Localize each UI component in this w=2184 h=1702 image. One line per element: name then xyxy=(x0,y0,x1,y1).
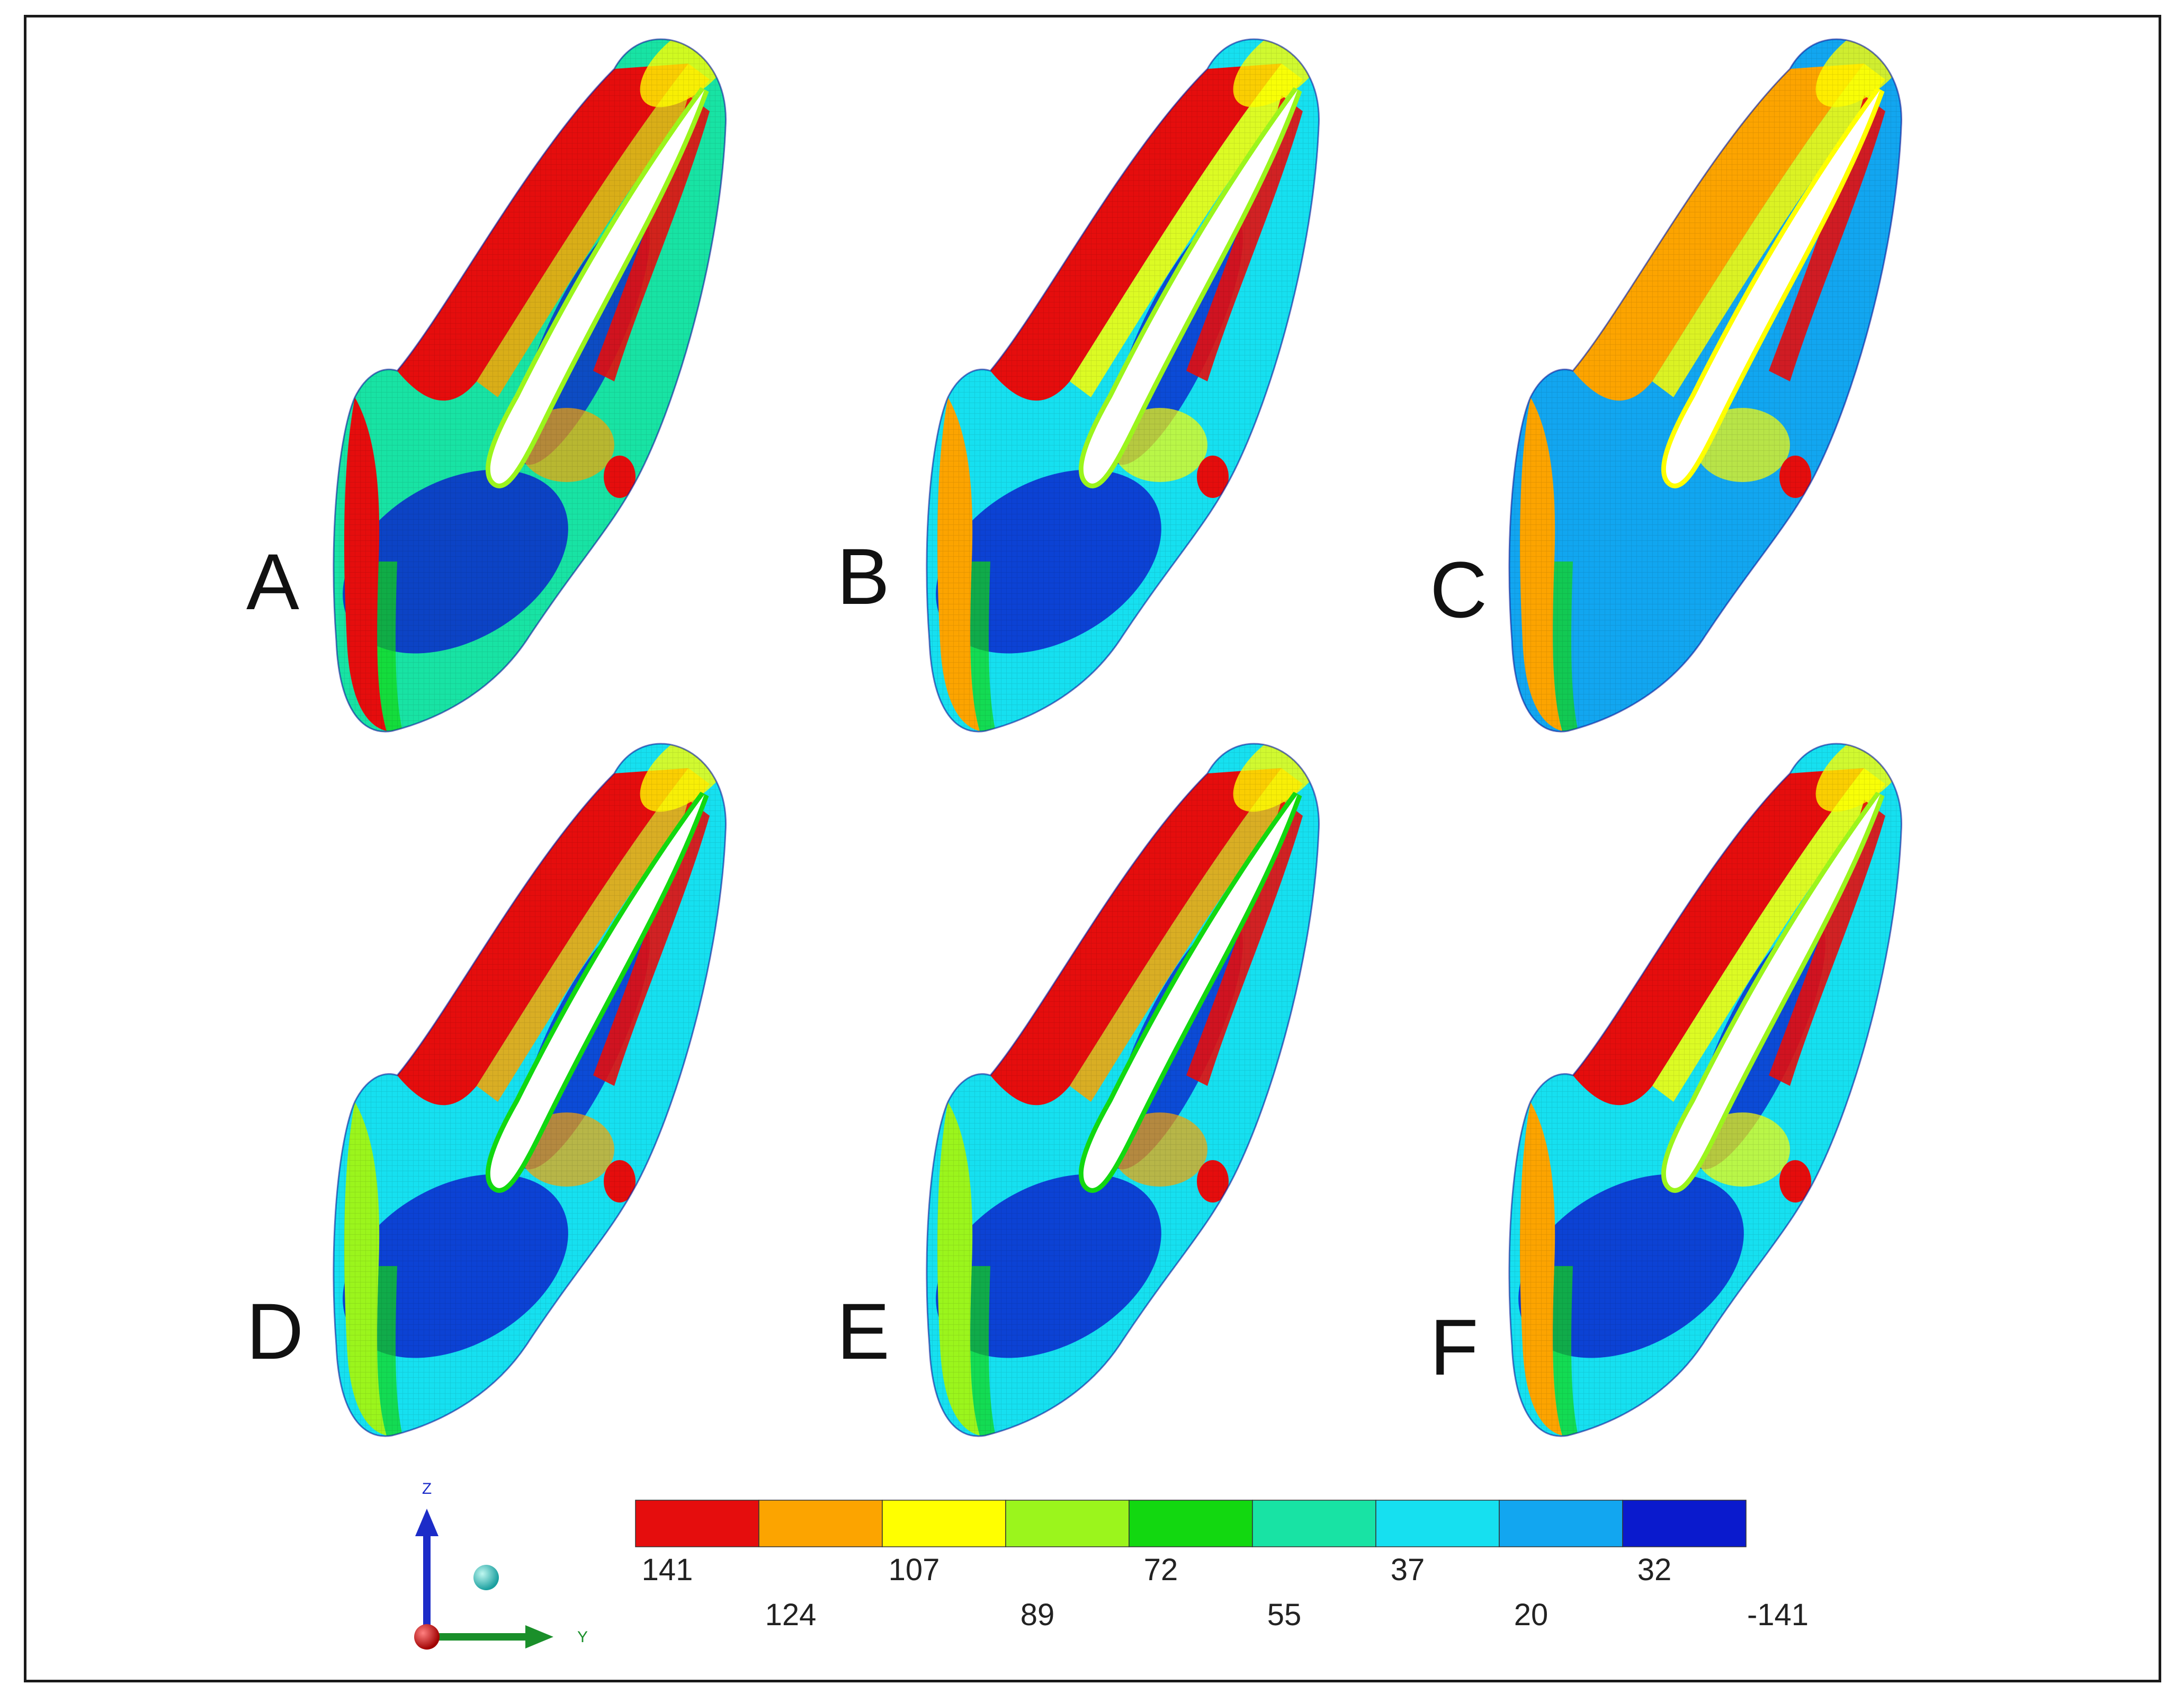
legend-value-upper: 107 xyxy=(889,1553,940,1587)
stress-panel-b xyxy=(926,38,1320,733)
root-canal xyxy=(1666,90,1880,484)
legend-swatch xyxy=(1375,1500,1500,1547)
panel-label-f: F xyxy=(1430,1303,1479,1392)
legend-swatch xyxy=(1005,1500,1130,1547)
z-axis-arrowhead xyxy=(415,1509,438,1536)
stress-panel-d xyxy=(333,743,727,1437)
legend-swatch xyxy=(1499,1500,1623,1547)
x-axis-sphere xyxy=(473,1565,499,1590)
legend-tick-labels: 141 107 72 37 32 124 89 55 20 -141 xyxy=(642,1553,1809,1632)
root-canal xyxy=(1666,795,1880,1188)
stress-panel-c xyxy=(1508,38,1902,733)
legend-value-lower: 124 xyxy=(765,1598,817,1632)
root-canal xyxy=(490,795,704,1188)
stress-panel-f xyxy=(1508,743,1902,1437)
root-canal xyxy=(490,90,704,484)
y-axis-label: Y xyxy=(577,1628,588,1646)
y-axis-arrowhead xyxy=(525,1625,553,1648)
panel-label-b: B xyxy=(837,532,890,621)
root-canal xyxy=(1083,90,1297,484)
root-canal xyxy=(1083,795,1297,1188)
origin-sphere xyxy=(414,1624,440,1650)
stress-panel-a xyxy=(333,38,727,733)
figure-frame xyxy=(24,15,2161,1682)
legend-value-lower: 89 xyxy=(1021,1598,1055,1632)
legend-value-upper: 32 xyxy=(1637,1553,1672,1587)
legend-swatch xyxy=(1129,1500,1253,1547)
panel-label-d: D xyxy=(246,1287,303,1376)
legend-swatch xyxy=(882,1500,1006,1547)
legend-swatch xyxy=(1252,1500,1376,1547)
legend-bar xyxy=(635,1500,1747,1547)
z-axis-label: Z xyxy=(422,1480,432,1498)
panel-label-c: C xyxy=(1430,545,1487,634)
legend-value-upper: 37 xyxy=(1391,1553,1425,1587)
legend-swatch xyxy=(635,1500,759,1547)
legend-swatch xyxy=(758,1500,883,1547)
axis-triad: Z Y xyxy=(414,1480,588,1650)
legend-value-upper: 72 xyxy=(1144,1553,1178,1587)
legend-value-lower: -141 xyxy=(1747,1598,1809,1632)
legend-value-lower: 55 xyxy=(1267,1598,1302,1632)
panel-label-e: E xyxy=(837,1287,890,1376)
stress-panel-e xyxy=(926,743,1320,1437)
panel-label-a: A xyxy=(246,537,299,626)
color-legend: 141 107 72 37 32 124 89 55 20 -141 xyxy=(635,1500,1809,1632)
legend-swatch xyxy=(1622,1500,1747,1547)
legend-value-lower: 20 xyxy=(1514,1598,1549,1632)
legend-value-upper: 141 xyxy=(642,1553,693,1587)
